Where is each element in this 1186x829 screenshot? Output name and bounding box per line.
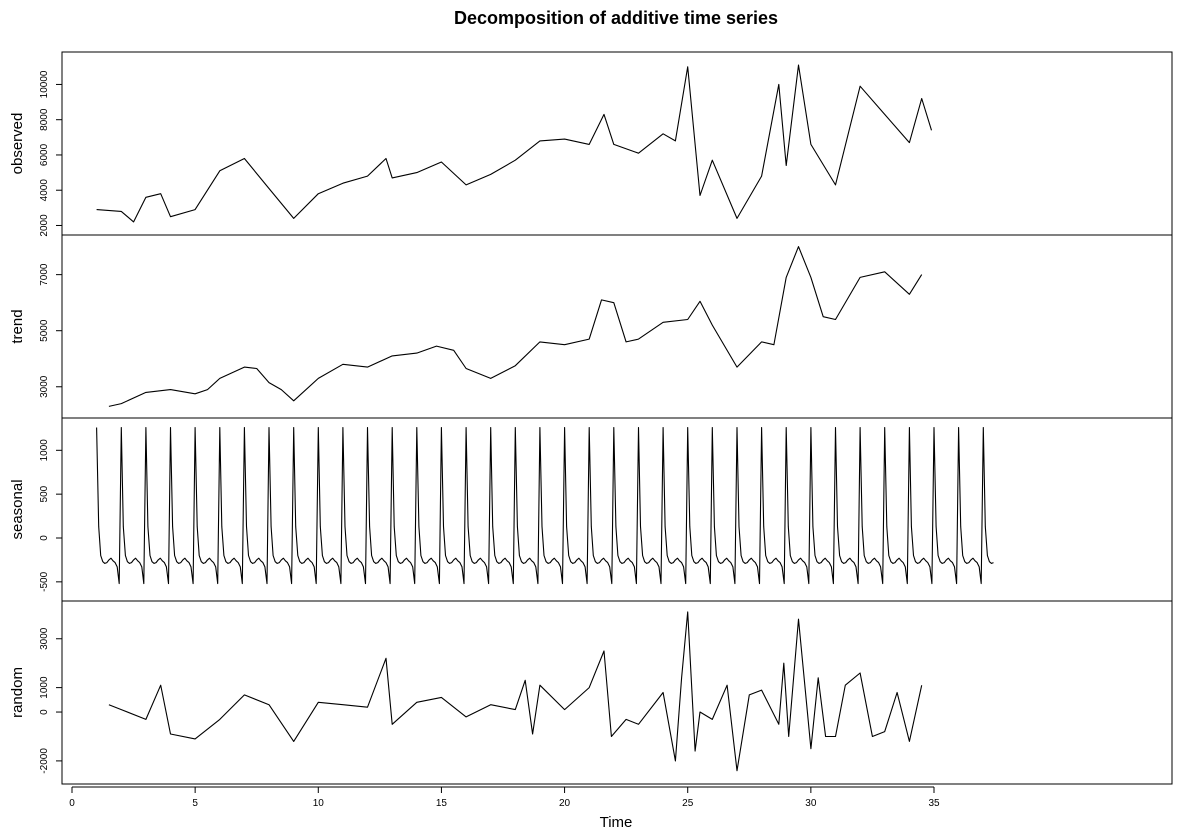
x-tick-label: 35 (928, 798, 940, 809)
series-line-trend (108, 246, 923, 407)
series-line-random (108, 611, 923, 772)
y-tick-label: -2000 (39, 748, 50, 774)
y-tick-label: 1000 (39, 676, 50, 699)
series-line-seasonal (96, 426, 994, 585)
x-axis: 0 5 10 15 20 25 30 35 (69, 786, 940, 809)
chart-title: Decomposition of additive time series (454, 8, 778, 28)
panels-group: 200040006000800010000observed30005000700… (9, 51, 1173, 785)
panel-trend: 3000 5000 7000 trend (9, 234, 1173, 419)
y-tick-label: 10000 (39, 70, 50, 98)
panel-observed: 2000 4000 6000 8000 10000 observed (9, 51, 1173, 237)
x-tick-label: 30 (805, 798, 817, 809)
x-tick-label: 20 (559, 798, 571, 809)
y-tick-label: -500 (39, 571, 50, 591)
y-axis-label-random: random (9, 667, 26, 718)
x-tick-label: 15 (436, 798, 448, 809)
series-line-observed (96, 64, 933, 223)
panel-frame-seasonal (61, 417, 1173, 602)
panel-random: -2000 0 1000 3000 random (9, 600, 1173, 785)
y-tick-label: 2000 (39, 214, 50, 237)
x-tick-label: 25 (682, 798, 694, 809)
y-axis-label-seasonal: seasonal (9, 479, 26, 539)
y-tick-label: 1000 (39, 439, 50, 462)
panel-frame-random (61, 600, 1173, 785)
x-tick-label: 5 (192, 798, 198, 809)
panel-frame-trend (61, 234, 1173, 419)
panel-seasonal: -500 0 500 1000 seasonal (9, 417, 1173, 602)
y-tick-label: 500 (39, 485, 50, 502)
y-tick-label: 6000 (39, 143, 50, 166)
panel-frame-observed (61, 51, 1173, 236)
y-axis-label-trend: trend (9, 309, 26, 343)
y-tick-label: 3000 (39, 627, 50, 650)
y-tick-label: 5000 (39, 319, 50, 342)
y-axis-label-observed: observed (9, 113, 26, 175)
y-tick-label: 0 (39, 535, 50, 541)
y-tick-label: 8000 (39, 108, 50, 131)
x-tick-label: 10 (313, 798, 325, 809)
y-tick-label: 0 (39, 709, 50, 715)
y-tick-label: 7000 (39, 263, 50, 286)
y-tick-label: 4000 (39, 179, 50, 202)
y-tick-label: 3000 (39, 375, 50, 398)
x-axis-label: Time (600, 814, 633, 829)
x-tick-label: 0 (69, 798, 75, 809)
